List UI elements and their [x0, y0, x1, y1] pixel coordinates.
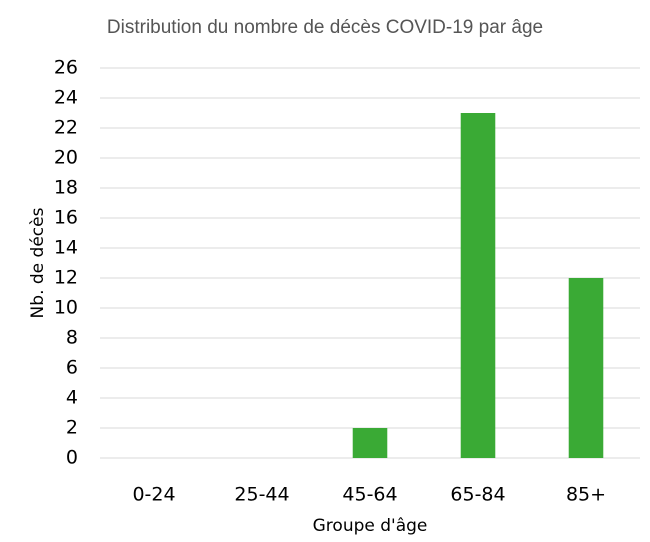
y-tick-label: 4: [66, 387, 78, 409]
x-axis-label: Groupe d'âge: [313, 516, 428, 536]
y-tick-label: 6: [66, 357, 78, 379]
y-tick-label: 16: [54, 207, 78, 229]
x-tick-label: 65-84: [450, 484, 505, 506]
y-tick-label: 20: [54, 147, 78, 169]
y-tick-label: 26: [54, 57, 78, 79]
bar: [460, 113, 496, 458]
y-axis-label: Nb. de décès: [28, 207, 48, 318]
y-tick-label: 12: [54, 267, 78, 289]
x-tick-label: 0-24: [132, 484, 175, 506]
y-tick-label: 10: [54, 297, 78, 319]
y-tick-label: 2: [66, 417, 78, 439]
y-tick-label: 24: [54, 87, 78, 109]
y-tick-label: 18: [54, 177, 78, 199]
y-tick-label: 0: [66, 447, 78, 469]
bar: [568, 278, 604, 458]
x-tick-label: 45-64: [342, 484, 397, 506]
y-tick-label: 22: [54, 117, 78, 139]
y-tick-label: 14: [54, 237, 78, 259]
x-tick-label: 85+: [566, 484, 606, 506]
bar: [352, 428, 388, 458]
chart-title: Distribution du nombre de décès COVID-19…: [107, 17, 543, 38]
y-tick-label: 8: [66, 327, 78, 349]
x-tick-label: 25-44: [234, 484, 289, 506]
